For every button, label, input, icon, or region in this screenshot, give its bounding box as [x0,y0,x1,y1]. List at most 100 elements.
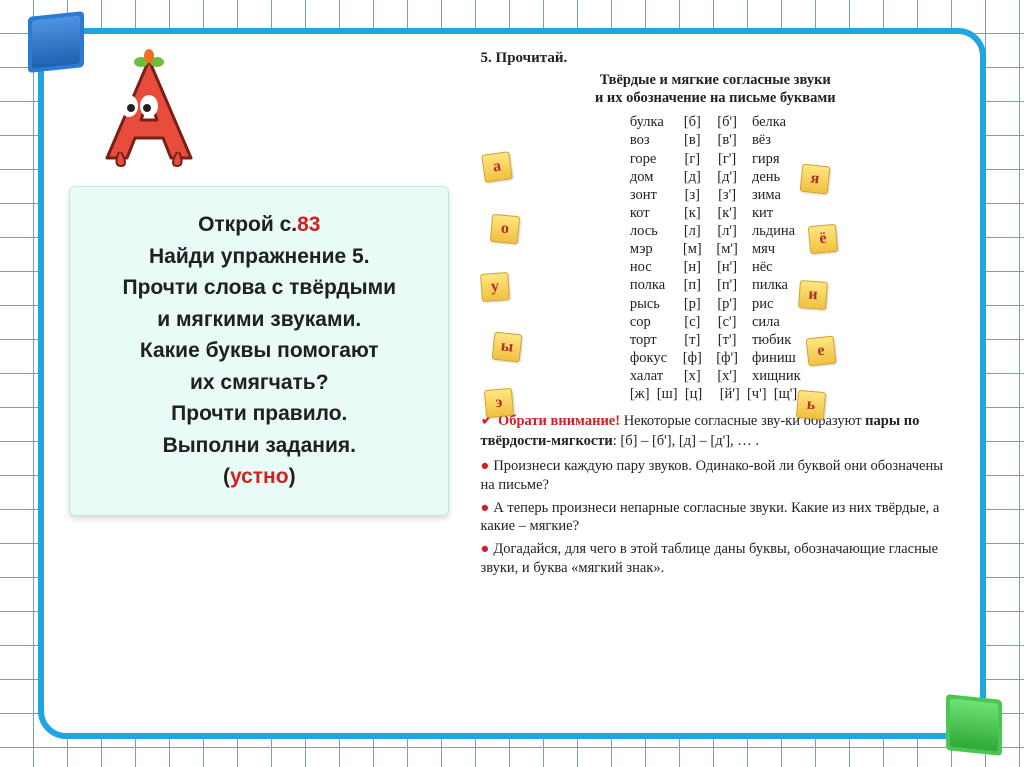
sound-hard: [в] [675,131,709,149]
table-row: фокус[ф][ф']финиш [623,349,808,367]
bullet-list: ●Произнеси каждую пару звуков. Одинако-в… [481,457,950,578]
table-row: дом[д][д']день [623,168,808,186]
word-hard: горе [623,150,676,168]
vowel-tile: ы [491,332,522,363]
sound-soft: [р'] [709,295,745,313]
bullet-item: ●А теперь произнеси непарные согласные з… [481,499,950,537]
instruction-box: Открой с.83 Найди упражнение 5. Прочти с… [69,186,449,516]
word-hard: халат [623,367,676,385]
word-hard: кот [623,204,676,222]
word-soft: гиря [745,150,808,168]
vowel-tile: у [480,272,510,302]
word-hard: зонт [623,186,676,204]
instruction-line-2: Найди упражнение 5. [88,241,430,273]
table-row: сор[с][с']сила [623,313,808,331]
word-soft: финиш [745,349,808,367]
sound-hard: [м] [675,240,709,258]
word-hard: сор [623,313,676,331]
instruction-line-8: Выполни задания. [88,430,430,462]
sound-soft: [м'] [709,240,745,258]
sound-soft: [в'] [709,131,745,149]
word-hard: нос [623,258,676,276]
exercise-title: 5. Прочитай. [481,50,950,67]
word-soft: тюбик [745,331,808,349]
sound-soft: [п'] [709,276,745,294]
instruction-line-5: Какие буквы помогают [88,335,430,367]
sound-soft: [к'] [709,204,745,222]
table-row: булка[б][б']белка [623,113,808,131]
sound-soft: [х'] [709,367,745,385]
vowel-tile: ь [795,390,825,420]
sound-hard: [к] [675,204,709,222]
instruction-line-9: (устно) [88,461,430,493]
sound-hard: [с] [675,313,709,331]
sound-hard: [д] [675,168,709,186]
table-row: зонт[з][з']зима [623,186,808,204]
scroll-decoration-bottom [946,694,1002,756]
table-row: мэр[м][м']мяч [623,240,808,258]
sound-soft: [н'] [709,258,745,276]
word-soft: нёс [745,258,808,276]
bullet-item: ●Произнеси каждую пару звуков. Одинако-в… [481,457,950,495]
exercise-subtitle: Твёрдые и мягкие согласные звуки и их об… [481,71,950,107]
sound-hard: [п] [675,276,709,294]
word-hard: торт [623,331,676,349]
word-soft: вёз [745,131,808,149]
sound-soft: [с'] [709,313,745,331]
right-column: 5. Прочитай. Твёрдые и мягкие согласные … [475,34,980,733]
sound-soft: [т'] [709,331,745,349]
extra-row: [ж] [ш] [ц][й'] [ч'] [щ'] [623,385,808,403]
letter-a-icon [89,48,209,168]
phonetic-table: булка[б][б']белкавоз[в][в']вёзгоре[г][г'… [623,113,808,403]
sound-soft: [ф'] [709,349,745,367]
word-soft: льдина [745,222,808,240]
sound-hard: [ф] [675,349,709,367]
word-hard: полка [623,276,676,294]
table-row: полка[п][п']пилка [623,276,808,294]
word-soft: день [745,168,808,186]
sound-soft: [г'] [709,150,745,168]
sound-hard: [з] [675,186,709,204]
table-row: воз[в][в']вёз [623,131,808,149]
table-row: халат[х][х']хищник [623,367,808,385]
content-frame: Открой с.83 Найди упражнение 5. Прочти с… [38,28,986,739]
scroll-decoration-top [28,11,84,73]
sound-hard: [л] [675,222,709,240]
sound-soft: [б'] [709,113,745,131]
sound-hard: [г] [675,150,709,168]
instruction-line-3: Прочти слова с твёрдыми [88,272,430,304]
left-column: Открой с.83 Найди упражнение 5. Прочти с… [44,34,475,733]
sound-hard: [б] [675,113,709,131]
word-soft: сила [745,313,808,331]
word-hard: рысь [623,295,676,313]
table-row: кот[к][к']кит [623,204,808,222]
vowel-tile: я [799,164,830,195]
table-row: нос[н][н']нёс [623,258,808,276]
vowel-tile: э [483,388,513,418]
bullet-item: ●Догадайся, для чего в этой таблице даны… [481,540,950,578]
sound-soft: [з'] [709,186,745,204]
instruction-line-4: и мягкими звуками. [88,304,430,336]
word-soft: кит [745,204,808,222]
instruction-line-7: Прочти правило. [88,398,430,430]
table-row: торт[т][т']тюбик [623,331,808,349]
word-soft: белка [745,113,808,131]
sound-soft: [л'] [709,222,745,240]
word-hard: мэр [623,240,676,258]
word-soft: мяч [745,240,808,258]
word-soft: зима [745,186,808,204]
table-row: лось[л][л']льдина [623,222,808,240]
word-hard: воз [623,131,676,149]
instruction-line-6: их смягчать? [88,367,430,399]
sound-hard: [х] [675,367,709,385]
word-hard: лось [623,222,676,240]
sound-hard: [т] [675,331,709,349]
vowel-tile: ё [807,224,837,254]
vowel-tile: о [489,214,519,244]
word-hard: дом [623,168,676,186]
instruction-line-1: Открой с.83 [88,209,430,241]
phonetic-table-area: булка[б][б']белкавоз[в][в']вёзгоре[г][г'… [481,113,950,403]
vowel-tile: а [481,151,513,183]
table-row: горе[г][г']гиря [623,150,808,168]
word-soft: хищник [745,367,808,385]
